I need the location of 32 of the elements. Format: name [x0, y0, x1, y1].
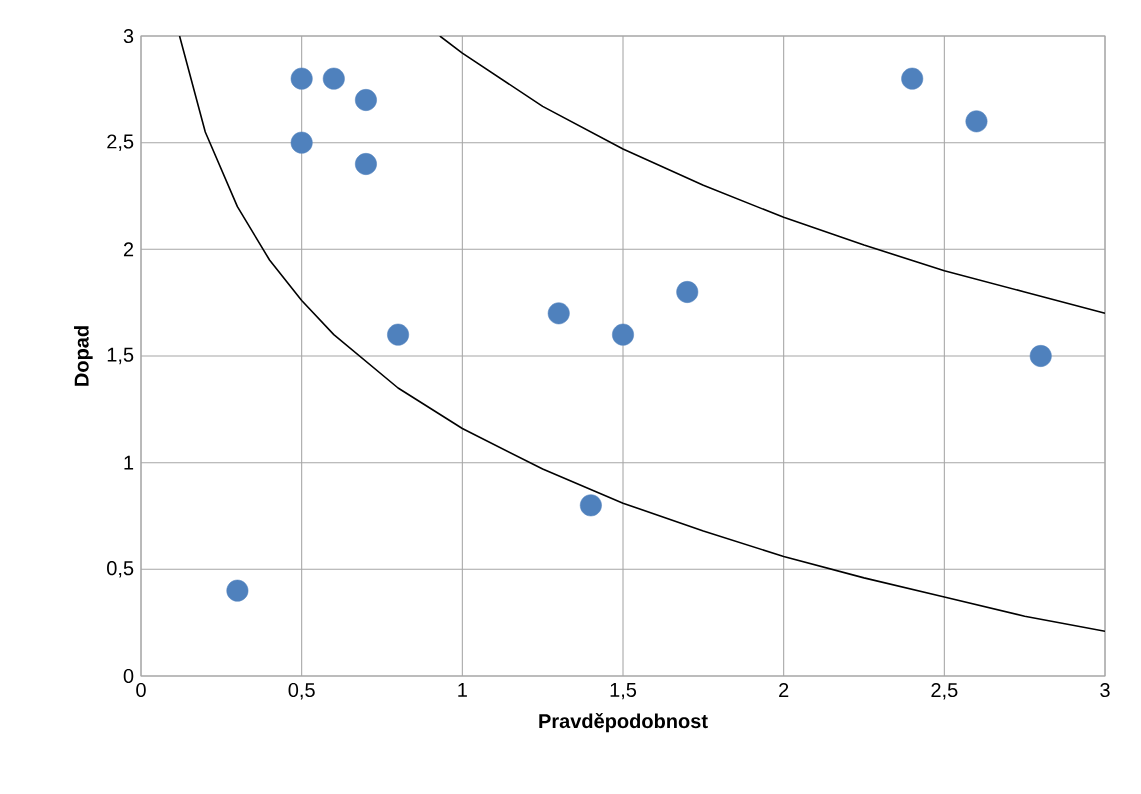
point: [1029, 345, 1052, 367]
point: [965, 110, 988, 133]
y-axis-title: Dopad: [74, 326, 93, 386]
x-tick-label: 0,5: [288, 682, 315, 700]
line-series: [439, 36, 1106, 315]
y-tick-label: 1,5: [107, 347, 134, 365]
x-tick-label: 2: [779, 682, 789, 697]
y-tick-label: 3: [123, 28, 134, 44]
y-tick-label: 2: [123, 242, 134, 257]
point: [612, 323, 634, 346]
point: [290, 131, 313, 154]
x-tick-label: 1,5: [610, 682, 637, 700]
point: [290, 67, 313, 90]
y-tick-label: 1: [124, 455, 134, 470]
x-axis-title: Pravděpodobnost: [539, 713, 708, 733]
point: [547, 302, 570, 325]
y-tick-label: 2,5: [107, 134, 134, 151]
x-tick-label: 2,5: [931, 682, 958, 700]
point: [387, 323, 410, 346]
x-tick-label: 3: [1100, 682, 1110, 698]
point: [676, 281, 699, 303]
point: [355, 89, 377, 111]
y-tick-label: 0,5: [107, 561, 134, 578]
y-tick-label: 0: [123, 668, 134, 684]
x-tick-label: 0: [136, 682, 146, 698]
point: [901, 67, 924, 90]
point: [579, 494, 602, 517]
point: [322, 67, 345, 90]
point: [226, 579, 249, 602]
point: [355, 153, 377, 175]
x-tick-label: 1: [458, 682, 467, 697]
line-series: [178, 36, 1106, 632]
